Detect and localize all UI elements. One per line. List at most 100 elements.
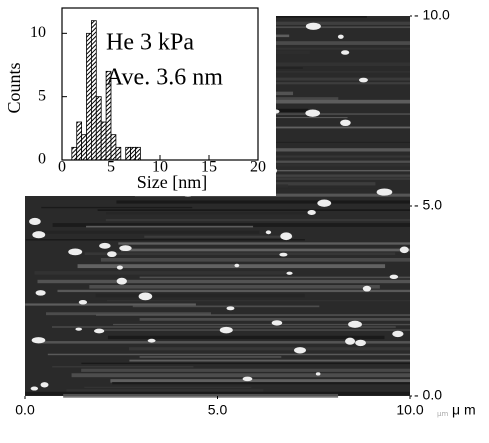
scan-line — [51, 326, 396, 328]
x-tick-label: 20 — [250, 159, 266, 176]
x-tick-label: 15 — [201, 159, 217, 176]
scan-line — [95, 293, 305, 298]
particle — [279, 252, 288, 257]
scan-line — [71, 373, 411, 378]
y-tick-label: - 5.0 — [414, 197, 442, 213]
scan-line — [144, 235, 294, 238]
bar — [110, 134, 117, 161]
y-tick-label: 0 — [38, 151, 46, 168]
scan-line — [25, 239, 305, 241]
y-axis-label: Counts — [4, 62, 24, 113]
x-unit-small: μm — [437, 410, 448, 418]
inset-background — [0, 0, 276, 196]
bar — [100, 121, 107, 161]
scan-line — [52, 223, 410, 227]
scan-line — [129, 359, 410, 362]
particle — [399, 246, 409, 254]
y-tick-label: 5 — [38, 87, 46, 104]
particle — [348, 320, 362, 328]
particle — [315, 372, 321, 376]
bar — [130, 146, 136, 161]
particle — [265, 230, 272, 235]
scan-line — [97, 209, 410, 211]
bar — [135, 146, 141, 161]
x-axis-label: Size [nm] — [137, 172, 207, 192]
particle — [345, 337, 356, 345]
scan-line — [110, 379, 410, 383]
particle — [32, 231, 46, 239]
scan-line — [25, 391, 411, 396]
particle — [234, 263, 240, 268]
particle — [107, 251, 117, 258]
particle — [116, 265, 123, 270]
scan-line — [46, 312, 212, 316]
particle — [355, 339, 367, 347]
particle — [35, 290, 46, 296]
x-tick-label: 5 — [107, 159, 115, 176]
x-unit: μ m — [452, 402, 476, 418]
scan-line — [100, 329, 410, 331]
particle — [280, 232, 292, 241]
scan-line — [144, 148, 410, 152]
particle — [341, 50, 350, 55]
particle — [376, 188, 393, 196]
particle — [40, 382, 49, 388]
particle — [94, 328, 105, 334]
scan-line — [106, 299, 411, 302]
scan-line — [34, 230, 260, 234]
particle — [29, 217, 41, 226]
scan-line — [41, 206, 193, 209]
scan-line — [25, 303, 196, 306]
scan-line — [37, 341, 411, 344]
particle — [68, 248, 83, 256]
scan-line — [128, 347, 410, 351]
particle — [305, 22, 321, 30]
scan-line — [47, 353, 411, 356]
particle — [75, 327, 83, 331]
particle — [219, 326, 233, 334]
particle — [340, 119, 351, 126]
scan-line — [57, 289, 411, 293]
x-tick-label: 10.0 — [396, 402, 423, 418]
particle — [116, 277, 127, 285]
scan-line — [52, 366, 194, 368]
bar — [125, 146, 131, 161]
scan-line — [118, 242, 410, 245]
scan-line — [132, 305, 320, 308]
bar — [71, 146, 78, 161]
particle — [78, 300, 88, 305]
annotation: Ave. 3.6 nm — [106, 65, 223, 91]
x-tick-label: 10 — [152, 159, 168, 176]
particle — [337, 34, 344, 39]
scan-line — [37, 279, 410, 284]
scan-line — [89, 284, 380, 289]
particle — [358, 77, 368, 83]
particle — [31, 337, 46, 344]
particle — [317, 199, 332, 207]
particle — [305, 109, 321, 117]
scan-line — [86, 225, 254, 228]
scan-line — [112, 381, 410, 385]
scan-line — [84, 252, 396, 256]
scan-line — [113, 323, 411, 326]
scan-line — [116, 200, 410, 204]
scan-line — [105, 212, 320, 215]
particle — [392, 330, 404, 338]
scan-line — [143, 163, 411, 167]
particle — [362, 285, 372, 292]
bar — [86, 32, 92, 161]
scan-line — [107, 335, 385, 340]
particle — [138, 292, 153, 301]
particle — [30, 386, 39, 391]
x-tick-label: 5.0 — [208, 402, 228, 418]
scan-line — [84, 386, 252, 388]
x-tick-label: 0 — [58, 159, 66, 176]
bar — [95, 96, 102, 161]
particle — [226, 306, 235, 311]
scan-line — [105, 218, 411, 222]
x-tick-label: 0.0 — [15, 402, 35, 418]
y-tick-label: - 10.0 — [414, 7, 450, 23]
scan-line — [66, 389, 264, 393]
